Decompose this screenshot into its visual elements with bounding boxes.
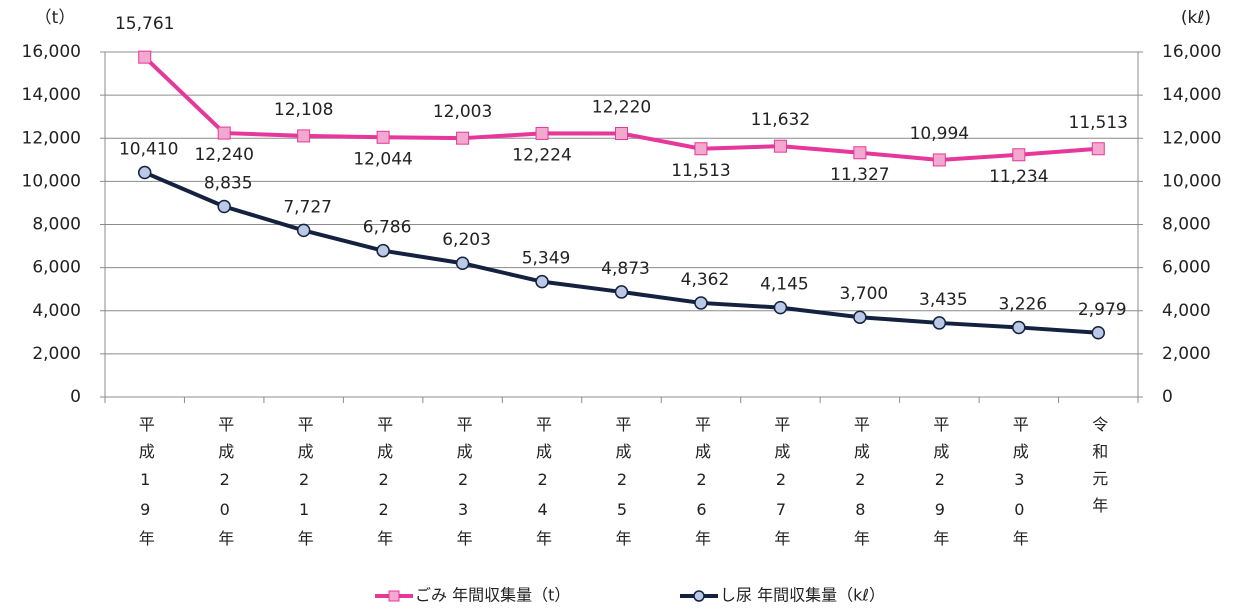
y2-tick-label: 4,000: [1162, 301, 1211, 321]
marker: [376, 130, 390, 144]
data-label: 5,349: [522, 249, 571, 269]
data-label: 10,410: [119, 140, 178, 160]
marker: [615, 127, 628, 141]
data-label: 3,435: [919, 290, 968, 310]
x-tick-label: 平成22年: [374, 416, 394, 557]
x-tick-label: 平成25年: [612, 416, 632, 557]
y2-tick-label: 14,000: [1162, 85, 1221, 105]
y2-tick-label: 16,000: [1162, 42, 1221, 62]
data-label: 12,003: [433, 102, 492, 122]
data-label: 11,632: [751, 110, 810, 130]
data-label: 12,240: [194, 145, 253, 165]
marker: [853, 310, 867, 324]
x-tick-label: 令和元年: [1089, 416, 1109, 524]
data-label: 11,234: [989, 167, 1048, 187]
data-label: 3,226: [998, 294, 1047, 314]
data-label: 8,835: [204, 173, 253, 193]
marker: [694, 142, 708, 156]
marker: [853, 146, 867, 160]
y2-tick-label: 0: [1162, 387, 1173, 407]
y2-tick-label: 8,000: [1162, 215, 1211, 235]
y2-tick-label: 10,000: [1162, 171, 1221, 191]
data-label: 3,700: [840, 284, 889, 304]
data-label: 12,108: [274, 100, 333, 120]
marker: [773, 139, 787, 153]
x-tick-label: 平成21年: [294, 416, 314, 557]
data-label: 10,994: [910, 124, 969, 144]
data-label: 2,979: [1078, 300, 1127, 320]
marker: [1012, 320, 1026, 335]
data-label: 7,727: [283, 197, 332, 217]
data-label: 11,513: [1069, 113, 1128, 133]
marker: [1091, 142, 1105, 156]
data-label: 6,203: [442, 230, 491, 250]
marker: [456, 131, 470, 145]
marker: [376, 243, 390, 258]
data-label: 12,224: [512, 145, 571, 165]
y-tick-label: 6,000: [32, 258, 81, 278]
y-tick-label: 14,000: [22, 85, 81, 105]
data-label: 12,220: [592, 98, 651, 118]
marker: [535, 274, 549, 289]
y-axis-label: （t）: [35, 8, 76, 28]
x-tick-label: 平成27年: [771, 416, 791, 557]
data-label: 6,786: [363, 218, 412, 238]
marker: [297, 129, 311, 143]
marker: [217, 199, 231, 214]
data-label: 11,513: [671, 161, 730, 181]
marker: [535, 126, 549, 140]
x-tick-label: 平成23年: [453, 416, 473, 557]
marker: [217, 126, 231, 140]
x-tick-label: 平成24年: [533, 416, 553, 557]
y-tick-label: 4,000: [32, 301, 81, 321]
y-tick-label: 10,000: [22, 171, 81, 191]
y2-tick-label: 2,000: [1162, 344, 1211, 364]
legend-label: ごみ 年間収集量（t）: [415, 586, 570, 605]
marker: [932, 316, 947, 330]
marker: [932, 153, 946, 167]
y2-tick-label: 12,000: [1162, 128, 1221, 148]
marker: [773, 300, 788, 315]
x-tick-label: 平成30年: [1009, 416, 1029, 557]
data-label: 4,145: [760, 275, 809, 295]
marker: [455, 256, 470, 270]
legend-marker: [388, 590, 400, 602]
x-tick-label: 平成28年: [850, 416, 870, 557]
legend-marker: [693, 590, 705, 602]
y2-tick-label: 6,000: [1162, 258, 1211, 278]
y-tick-label: 8,000: [32, 215, 81, 235]
marker: [694, 296, 708, 310]
marker: [138, 50, 152, 64]
marker: [296, 223, 311, 238]
y-tick-label: 12,000: [22, 128, 81, 148]
marker: [614, 285, 629, 299]
x-tick-label: 平成20年: [215, 416, 235, 557]
x-tick-label: 平成29年: [930, 416, 950, 557]
data-label: 15,761: [115, 14, 174, 34]
legend-label: し尿 年間収集量（kℓ）: [720, 586, 885, 605]
y2-axis-label: (kℓ): [1181, 8, 1211, 28]
y-tick-label: 0: [70, 387, 81, 407]
data-label: 11,327: [830, 165, 889, 185]
x-tick-label: 平成19年: [135, 416, 155, 557]
data-label: 4,873: [601, 259, 650, 279]
marker: [1091, 326, 1106, 340]
y-tick-label: 16,000: [22, 42, 81, 62]
data-label: 12,044: [353, 149, 412, 169]
data-label: 4,362: [681, 270, 730, 290]
y-tick-label: 2,000: [32, 344, 81, 364]
marker: [137, 165, 152, 180]
marker: [1012, 148, 1026, 162]
x-tick-label: 平成26年: [691, 416, 711, 557]
